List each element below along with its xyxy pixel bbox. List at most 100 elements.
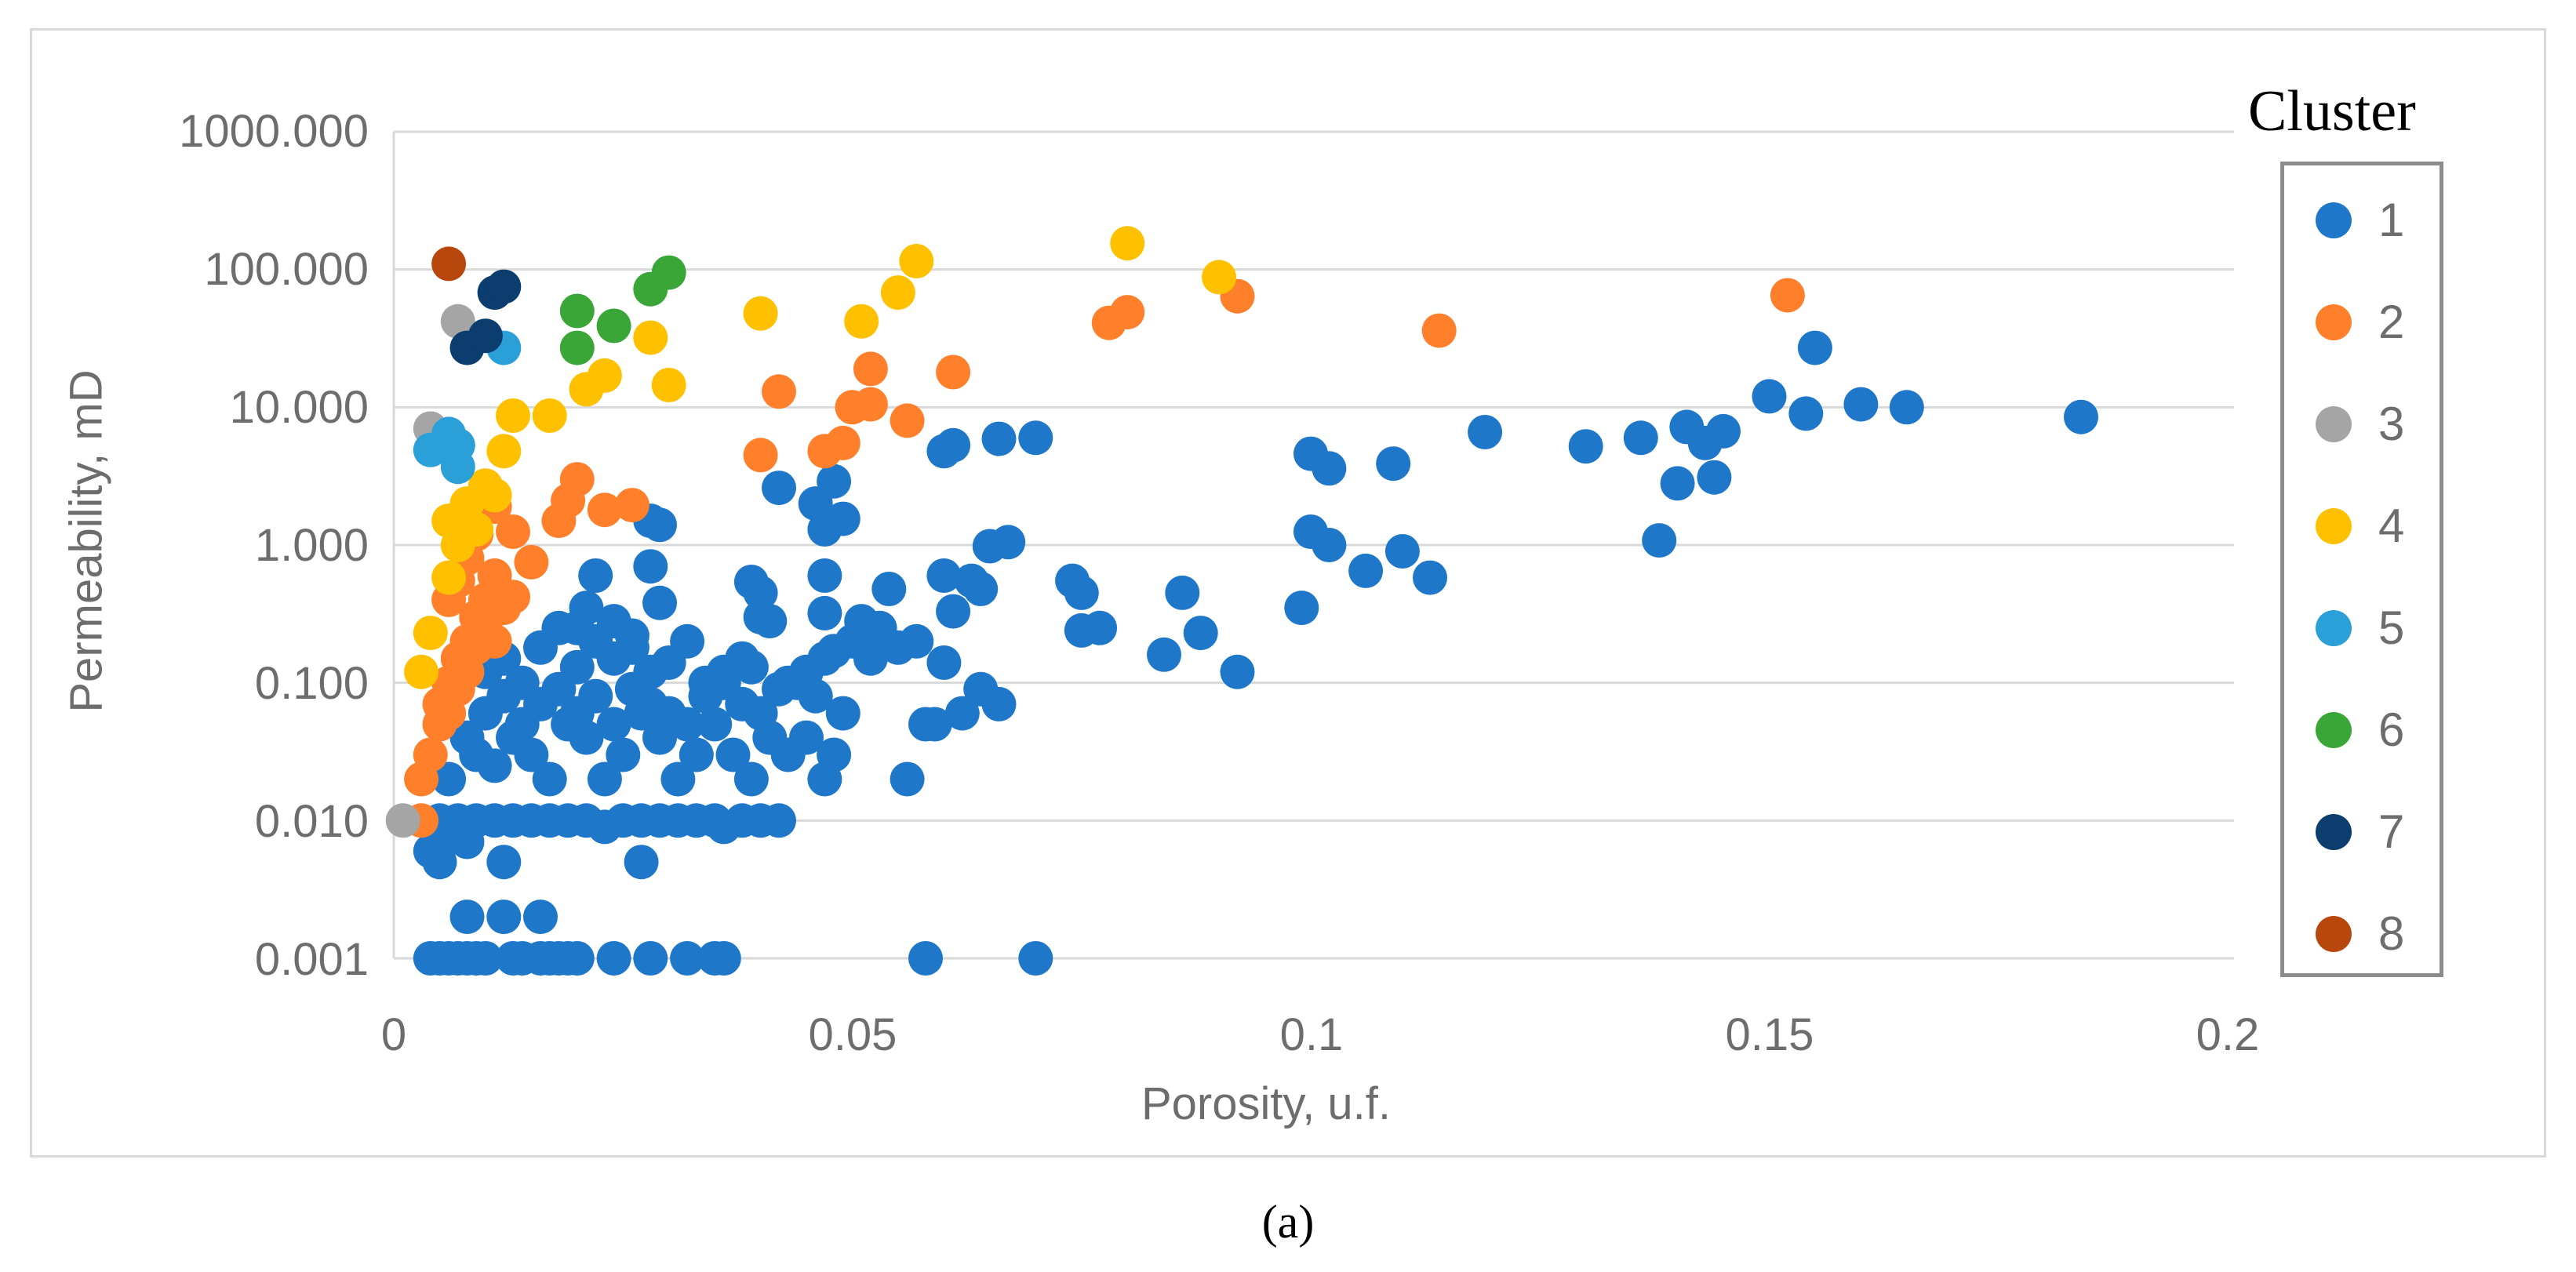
data-point-cluster-1	[817, 463, 852, 499]
data-point-cluster-1	[559, 649, 595, 685]
data-point-cluster-1	[743, 575, 778, 610]
data-point-cluster-1	[624, 845, 659, 880]
legend-item-1: 1	[2284, 181, 2441, 260]
data-point-cluster-1	[642, 585, 677, 620]
y-tick-label: 100.000	[204, 244, 369, 295]
legend-marker	[2316, 304, 2352, 340]
data-point-cluster-1	[596, 941, 631, 976]
data-point-cluster-1	[523, 899, 558, 935]
data-point-cluster-1	[449, 720, 485, 755]
data-point-cluster-6	[559, 293, 595, 329]
data-point-cluster-4	[651, 368, 686, 402]
data-point-cluster-1	[1660, 466, 1695, 501]
data-point-cluster-1	[642, 507, 677, 543]
data-point-cluster-5	[440, 449, 475, 485]
data-point-cluster-1	[825, 501, 860, 536]
data-point-cluster-4	[587, 358, 622, 393]
x-axis-title: Porosity, u.f.	[1141, 1078, 1392, 1129]
data-point-cluster-2	[614, 488, 649, 523]
data-point-cluster-1	[981, 421, 1017, 456]
data-point-cluster-1	[2064, 399, 2098, 434]
data-point-cluster-1	[706, 941, 741, 976]
data-point-cluster-1	[1082, 610, 1118, 645]
figure-caption: (a)	[1261, 1196, 1315, 1248]
legend-item-4: 4	[2284, 487, 2441, 565]
data-point-cluster-1	[569, 591, 604, 626]
legend-label: 1	[2378, 194, 2405, 246]
data-point-cluster-1	[817, 737, 852, 772]
data-point-cluster-1	[606, 737, 641, 772]
data-point-cluster-1	[1797, 330, 1832, 365]
data-point-cluster-2	[496, 580, 530, 615]
legend-marker	[2316, 508, 2352, 544]
data-point-cluster-1	[486, 845, 522, 880]
data-point-cluster-1	[532, 761, 567, 797]
chart-frame	[30, 28, 2546, 1158]
legend-item-5: 5	[2284, 589, 2441, 667]
data-point-cluster-1	[825, 696, 860, 731]
data-point-cluster-1	[670, 707, 705, 742]
data-point-cluster-1	[991, 525, 1026, 560]
data-point-cluster-1	[633, 549, 668, 584]
data-point-cluster-1	[486, 899, 522, 935]
legend-marker	[2316, 202, 2352, 238]
data-point-cluster-1	[596, 604, 631, 639]
data-point-cluster-8	[431, 246, 467, 282]
legend-label: 2	[2378, 296, 2405, 348]
data-point-cluster-1	[504, 665, 540, 700]
y-tick-label: 0.100	[254, 658, 369, 709]
data-point-cluster-1	[944, 696, 980, 731]
legend-label: 3	[2378, 398, 2405, 450]
y-tick-label: 0.010	[254, 796, 369, 847]
data-point-cluster-1	[578, 558, 613, 593]
data-point-cluster-1	[762, 471, 796, 506]
data-point-cluster-1	[1706, 413, 1741, 449]
data-point-cluster-1	[1384, 534, 1420, 569]
data-point-cluster-1	[1889, 390, 1924, 425]
data-point-cluster-2	[890, 403, 925, 438]
data-point-cluster-1	[890, 761, 925, 797]
data-point-cluster-1	[733, 649, 769, 685]
data-point-cluster-2	[1421, 313, 1457, 348]
data-point-cluster-2	[825, 425, 860, 460]
data-point-cluster-4	[1202, 260, 1237, 295]
data-point-cluster-1	[917, 707, 952, 742]
data-point-cluster-2	[853, 351, 888, 387]
data-point-cluster-1	[1147, 637, 1181, 672]
data-point-cluster-1	[587, 761, 622, 797]
data-point-cluster-1	[926, 558, 962, 593]
data-point-cluster-1	[807, 595, 842, 631]
data-point-cluster-1	[853, 641, 888, 676]
data-point-cluster-4	[404, 654, 439, 689]
data-point-cluster-4	[486, 434, 522, 469]
data-point-cluster-4	[496, 398, 530, 433]
y-axis-title: Permeability, mD	[60, 369, 112, 713]
data-point-cluster-1	[807, 558, 842, 593]
data-point-cluster-1	[596, 707, 631, 742]
data-point-cluster-1	[1843, 387, 1879, 422]
data-point-cluster-1	[715, 737, 751, 772]
data-point-cluster-1	[1018, 941, 1053, 976]
data-point-cluster-1	[670, 941, 705, 976]
legend: 1 2 3 4 5 6 7 8	[2280, 162, 2443, 977]
legend-marker	[2316, 814, 2352, 850]
data-point-cluster-1	[1788, 396, 1824, 431]
data-point-cluster-1	[926, 645, 962, 680]
x-tick-label: 0.05	[808, 1009, 897, 1060]
data-point-cluster-1	[578, 678, 613, 714]
data-point-cluster-2	[1770, 278, 1805, 313]
x-tick-label: 0.1	[1279, 1009, 1344, 1060]
data-point-cluster-1	[1018, 420, 1053, 456]
data-point-cluster-4	[413, 616, 448, 651]
legend-marker	[2316, 712, 2352, 748]
legend-marker	[2316, 916, 2352, 952]
data-point-cluster-4	[844, 303, 879, 339]
legend-label: 7	[2378, 805, 2405, 858]
data-point-cluster-4	[459, 512, 494, 547]
data-point-cluster-1	[514, 737, 549, 772]
data-point-cluster-4	[880, 275, 915, 311]
data-point-cluster-1	[1376, 446, 1411, 482]
data-point-cluster-1	[422, 845, 457, 880]
data-point-cluster-2	[762, 374, 796, 409]
